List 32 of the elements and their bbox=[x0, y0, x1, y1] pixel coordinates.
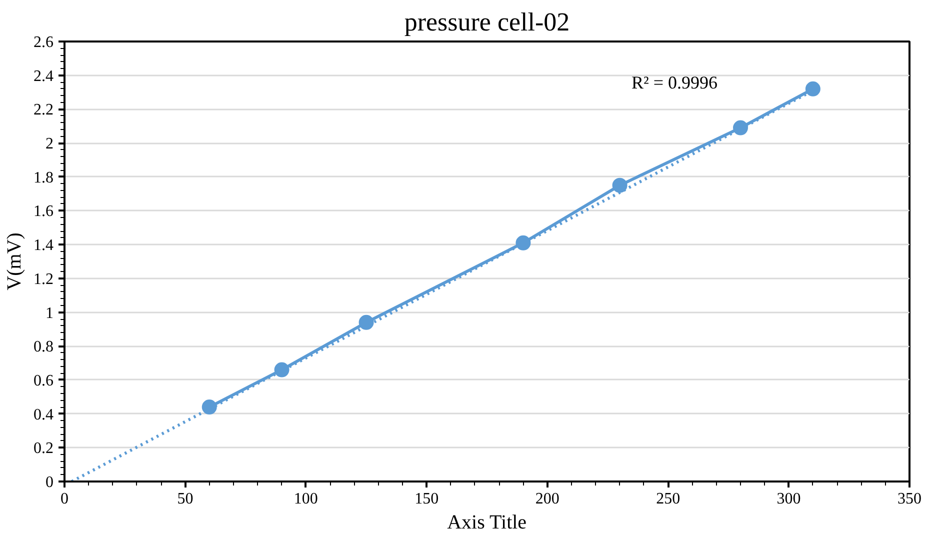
point bbox=[733, 120, 748, 136]
point bbox=[202, 400, 217, 415]
y-tick-label: 1.2 bbox=[34, 270, 54, 288]
x-tick-label: 150 bbox=[414, 490, 439, 508]
y-tick-label: 2.4 bbox=[34, 68, 54, 85]
annotation: R² = 0.9996 bbox=[631, 72, 718, 92]
y-tick-label: 2.6 bbox=[34, 34, 54, 51]
y-tick-label: 2 bbox=[46, 136, 54, 153]
y-tick-label: 0.2 bbox=[34, 440, 54, 458]
y-tick-label: 0.6 bbox=[34, 372, 54, 390]
point bbox=[612, 178, 628, 193]
y-axis-title: V(mV) bbox=[4, 232, 26, 290]
x-tick-label: 50 bbox=[177, 490, 194, 508]
y-tick-label: 1.6 bbox=[34, 203, 54, 220]
x-axis-title: Axis Title bbox=[447, 512, 527, 534]
y-tick-label: 1.8 bbox=[34, 169, 54, 186]
y-tick-label: 1 bbox=[46, 304, 54, 322]
x-tick-label: 100 bbox=[294, 490, 318, 508]
x-tick-label: 350 bbox=[898, 490, 922, 508]
x-tick-label: 250 bbox=[656, 490, 680, 508]
y-tick-label: 0.4 bbox=[34, 406, 54, 424]
x-tick-label: 300 bbox=[776, 490, 801, 508]
point bbox=[358, 314, 374, 330]
x-tick-label: 0 bbox=[60, 490, 68, 508]
chart-title: pressure cell-02 bbox=[404, 8, 570, 36]
point bbox=[274, 362, 290, 378]
x-tick-label: 200 bbox=[535, 490, 560, 508]
y-tick-label: 2.2 bbox=[34, 102, 54, 119]
point bbox=[805, 81, 820, 96]
y-tick-label: 1.4 bbox=[34, 237, 54, 254]
y-tick-label: 0 bbox=[46, 474, 54, 491]
y-tick-label: 0.8 bbox=[34, 338, 54, 356]
